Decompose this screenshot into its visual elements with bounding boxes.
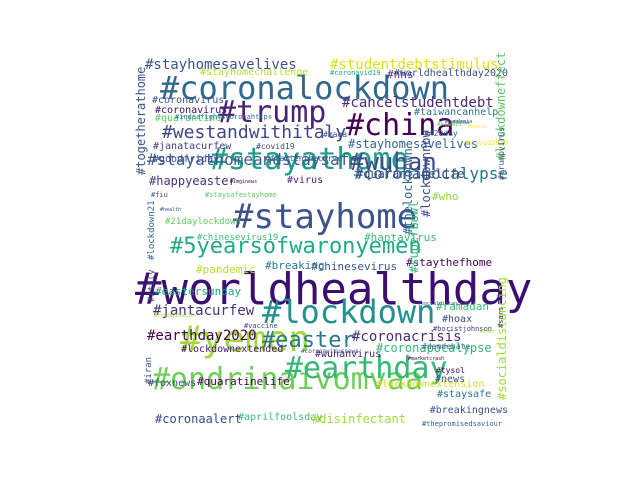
word-cloud-term: #lockdownnow — [419, 130, 433, 217]
word-cloud-term: #marketcrash — [408, 356, 445, 362]
word-cloud-term: #togetherathome — [134, 66, 148, 175]
word-cloud-term: #breakingnews — [429, 405, 508, 416]
word-cloud-term: #china — [346, 108, 455, 143]
word-cloud-term: #janatacurfew — [153, 141, 232, 152]
word-cloud-term: #eastersunday — [155, 285, 242, 298]
word-cloud-canvas — [141, 53, 511, 428]
word-cloud-term: #tysol — [436, 366, 465, 375]
word-cloud-term: #chinesevirus — [311, 260, 398, 273]
word-cloud-term: #yemen — [180, 319, 311, 360]
word-cloud-term: #420day — [424, 129, 458, 138]
word-cloud-term: #earthday2020 — [147, 328, 257, 344]
word-cloud-term: #trumpvirus — [497, 127, 506, 180]
word-cloud-term: #lockdownextension — [376, 379, 485, 390]
word-cloud-term: #westandwithitaly — [162, 122, 347, 143]
word-cloud-term: #coronavid19 — [330, 69, 381, 77]
word-cloud-term: #breaking — [265, 259, 325, 272]
word-cloud-term: #virus — [287, 175, 324, 186]
word-cloud-term: #cancelstudentdebt — [342, 95, 494, 111]
word-cloud-term: #taiwancanhelp — [414, 107, 499, 118]
word-cloud-term: #coronapocalypse — [376, 341, 492, 355]
word-cloud-term: #quarantinelife — [356, 167, 465, 181]
word-cloud-term: #stayhome — [233, 197, 418, 237]
word-cloud-term: #boristjohnson — [433, 325, 493, 333]
word-cloud-term: #quaratinelife — [197, 375, 290, 388]
word-cloud-term: #disinfectant — [312, 412, 406, 426]
word-cloud-term: #thepromisedsaviour — [422, 420, 503, 428]
word-cloud-term: #stayathomeandstaysafe — [147, 150, 359, 169]
word-cloud-term: #fridaythe13th — [154, 313, 197, 319]
word-cloud-term: #coronalockdown — [160, 69, 449, 107]
word-cloud-term: #coronavirus — [155, 105, 228, 116]
word-cloud-term: #news — [435, 374, 466, 385]
word-cloud-term: #coronacrisis — [352, 329, 462, 345]
word-cloud-term: #5yearsofwaronyemen — [170, 234, 422, 259]
word-cloud-term: #indiafightscoronahttps — [175, 113, 272, 121]
word-cloud-term: #italy — [147, 269, 157, 302]
word-cloud-term: #demdebate — [422, 342, 471, 351]
word-cloud-term: #coronapocalypse — [353, 164, 508, 183]
word-cloud-term: #ramadan — [436, 300, 489, 313]
word-cloud-term: #lockdown — [262, 293, 436, 331]
word-cloud-term: #coronaalert — [155, 412, 242, 426]
word-cloud-term: #imginews — [230, 179, 258, 185]
word-cloud-term: #hoax — [442, 314, 473, 325]
word-cloud-term: #worldhealthday2020 — [393, 68, 508, 79]
word-cloud-term: #staysafestayhome — [205, 191, 277, 199]
word-cloud-term: #earthday — [285, 351, 448, 386]
word-cloud-term: #covid2019 — [465, 139, 508, 147]
word-cloud-term: #worldhealthday — [135, 264, 533, 315]
word-cloud-term: #stayhomechallenge — [200, 67, 309, 78]
word-cloud-term: #coronavirus — [152, 95, 225, 106]
word-cloud-term: #hantavirus — [364, 231, 437, 244]
word-cloud-term: #stayhomesavelives — [348, 137, 479, 151]
word-cloud-term: #lockdownextended — [181, 344, 284, 355]
word-cloud-term: #ksmr — [480, 329, 496, 335]
word-cloud-term: #pandemic — [196, 263, 256, 276]
word-cloud-term: #happyeaster — [149, 174, 236, 188]
word-cloud-term: #wuhanvirus — [315, 349, 382, 360]
word-cloud-term: #covid — [468, 124, 487, 130]
word-cloud-term: #who — [432, 190, 459, 203]
word-cloud-term: #ondrinaivomvaa — [152, 362, 423, 397]
word-cloud-term: #iran — [144, 356, 154, 384]
word-cloud-term: #maga — [323, 130, 348, 139]
word-cloud-term: #studentdebtstimulus — [330, 57, 499, 73]
word-cloud-term: #stayathome — [210, 142, 409, 177]
word-cloud-term: #staysafe — [437, 389, 492, 400]
word-cloud-term: #coronavirusnews — [301, 348, 359, 355]
word-cloud-term: #superbowl — [407, 200, 421, 273]
word-cloud-term: #goodfriday — [153, 154, 220, 165]
word-cloud-term: #fiu — [151, 191, 168, 199]
word-cloud-term: #socialdistancing — [495, 277, 509, 400]
word-cloud-term: #chinesevirus19 — [197, 233, 279, 243]
word-cloud-term: #socialdistancing — [418, 301, 470, 307]
word-cloud-term: #jantacurfew — [153, 303, 255, 319]
word-cloud-term: #lockdown21 — [147, 200, 157, 260]
word-cloud-term: #staythefhome — [406, 256, 493, 269]
word-cloud-term: #trump — [218, 95, 327, 130]
word-cloud-term: #wuhan — [350, 148, 437, 176]
word-cloud-term: #quarantine — [155, 113, 222, 124]
word-cloud-term: #easter — [262, 328, 355, 353]
word-cloud-term: #21daylockdown — [165, 217, 241, 227]
word-cloud-term: #vaccine — [244, 322, 278, 330]
word-cloud-term: #flattenthecurve — [265, 154, 343, 163]
word-cloud-term: #kuwait — [437, 121, 463, 128]
word-cloud-term: #aprilfoolsday — [238, 412, 323, 423]
word-cloud-term: #nhs — [387, 68, 414, 81]
word-cloud-term: #sars — [497, 306, 505, 328]
word-cloud-term: #health — [160, 207, 182, 213]
word-cloud-term: #stayhomesavelives — [145, 57, 297, 73]
word-cloud-term: #covid19 — [256, 142, 295, 151]
word-cloud-term: #foxnews — [148, 378, 197, 389]
word-cloud-term: #pandemia — [445, 119, 473, 125]
word-cloud-term: #dubai — [452, 120, 471, 126]
